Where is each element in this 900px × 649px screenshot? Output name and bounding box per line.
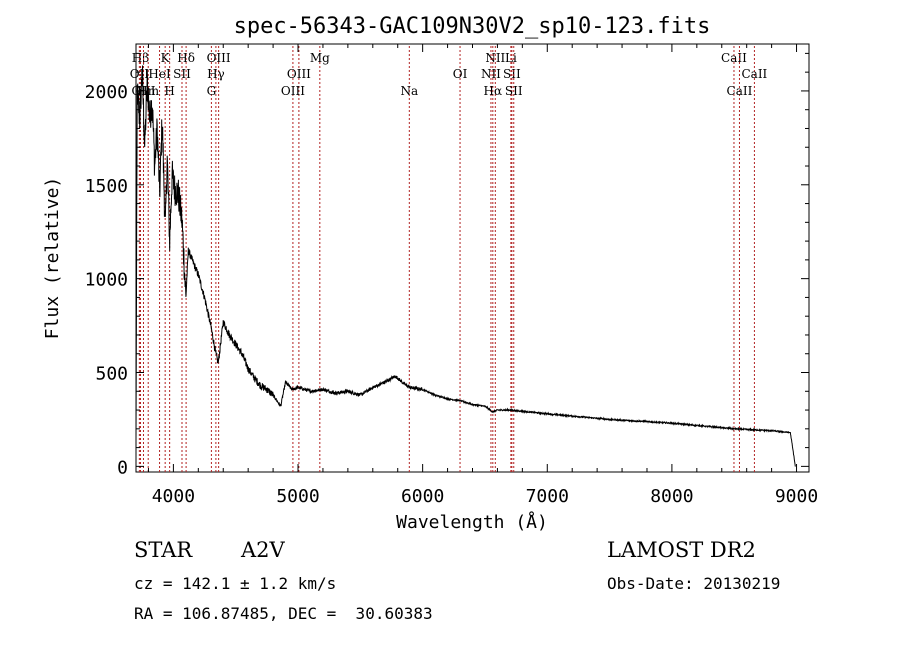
y-tick-label-0: 0: [117, 457, 128, 478]
line-label-9: OIII: [207, 51, 231, 65]
object-type: STAR: [134, 538, 193, 562]
redshift-cz: cz = 142.1 ± 1.2 km/s: [134, 574, 337, 593]
y-tick-label-4: 2000: [85, 82, 128, 103]
observation-date: Obs-Date: 20130219: [607, 574, 781, 593]
line-label-18: Li: [505, 51, 517, 65]
line-label-1: OII: [130, 67, 150, 81]
line-label-15: Na: [400, 84, 418, 98]
plot-frame: [135, 43, 810, 473]
line-label-19: NII: [481, 67, 501, 81]
line-label-14: OIII: [281, 84, 305, 98]
spectral-subclass: A2V: [241, 538, 285, 562]
line-label-13: OIII: [287, 67, 311, 81]
x-tick-label-1: 5000: [276, 486, 319, 507]
line-label-11: G: [207, 84, 217, 98]
x-tick-label-0: 4000: [152, 486, 195, 507]
coordinates: RA = 106.87485, DEC = 30.60383: [134, 604, 433, 623]
survey-name: LAMOST DR2: [607, 538, 756, 562]
y-tick-label-1: 500: [95, 364, 128, 385]
x-tick-label-2: 6000: [401, 486, 444, 507]
line-label-21: Hα: [484, 84, 503, 98]
line-label-6: Hδ: [177, 51, 195, 65]
line-label-12: Mg: [310, 51, 330, 65]
line-label-23: CaII: [721, 51, 747, 65]
line-label-10: Hγ: [207, 67, 225, 81]
x-axis-label: Wavelength (Å): [396, 511, 548, 533]
line-label-16: OI: [453, 67, 468, 81]
x-tick-label-5: 9000: [775, 486, 818, 507]
chart-title: spec-56343-GAC109N30V2_sp10-123.fits: [234, 14, 711, 39]
line-label-7: SII: [173, 67, 191, 81]
y-axis-label: Flux (relative): [42, 177, 63, 340]
line-label-0: Hβ: [132, 51, 149, 65]
spectrum-line: [135, 65, 796, 467]
y-tick-label-2: 1000: [85, 270, 128, 291]
line-label-8: H: [164, 84, 174, 98]
line-label-4: HeI: [148, 67, 171, 81]
line-label-17: NII: [485, 51, 505, 65]
line-label-22: SII: [505, 84, 523, 98]
line-label-25: CaII: [727, 84, 753, 98]
axis-ticks: 4000 5000 6000 7000 8000 9000 0 500 1000 1500 2000: [85, 44, 818, 507]
spectrum-series: [135, 65, 796, 467]
x-tick-label-4: 8000: [650, 486, 693, 507]
x-tick-label-3: 7000: [526, 486, 569, 507]
y-tick-label-3: 1500: [85, 176, 128, 197]
line-label-20: SII: [503, 67, 521, 81]
line-label-24: CaII: [741, 67, 767, 81]
line-label-3: K: [161, 51, 171, 65]
